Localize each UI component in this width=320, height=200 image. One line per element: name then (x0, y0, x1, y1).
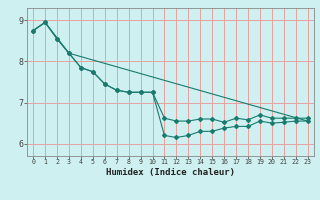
X-axis label: Humidex (Indice chaleur): Humidex (Indice chaleur) (106, 168, 235, 177)
